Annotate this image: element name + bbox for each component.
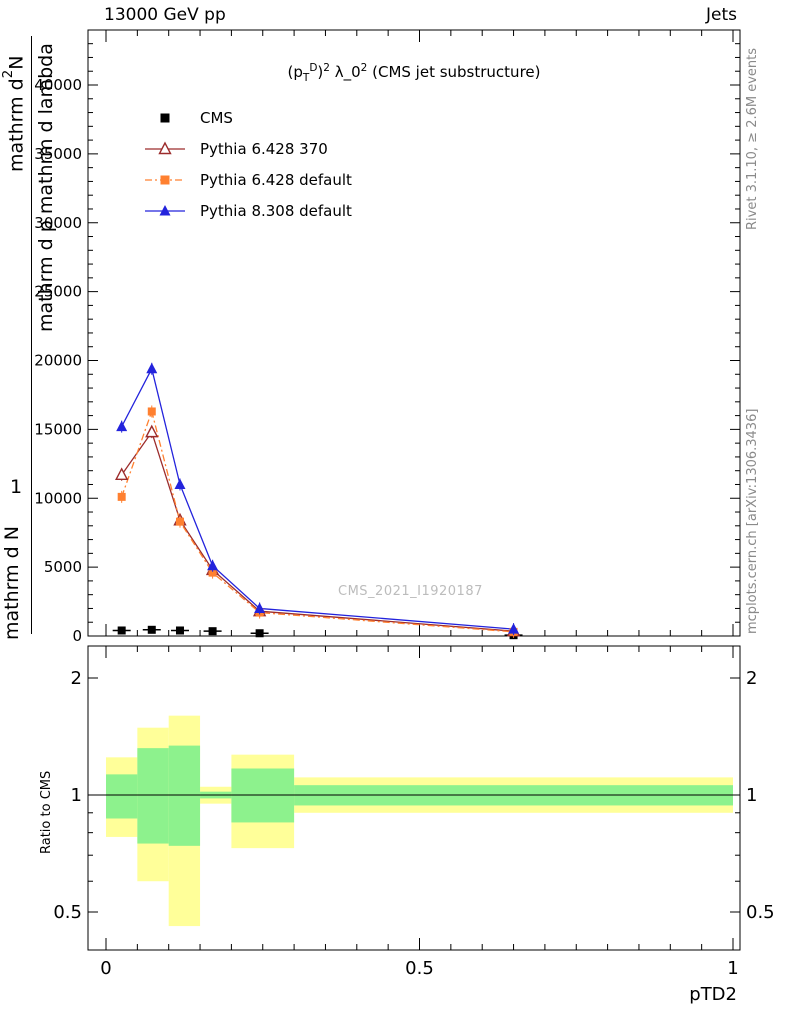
x-axis-label: pTD2 bbox=[689, 984, 737, 1005]
marker-square bbox=[175, 517, 184, 526]
tick-label: 0.5 bbox=[746, 902, 775, 923]
tick-label: 10000 bbox=[34, 489, 82, 507]
tick-label: 1 bbox=[746, 785, 757, 806]
tick-label: 0 bbox=[100, 958, 111, 979]
legend-label: CMS bbox=[200, 108, 233, 127]
series-line bbox=[121, 430, 514, 632]
marker-square bbox=[175, 626, 184, 635]
y-axis-label-fraction-bar bbox=[31, 36, 32, 634]
tick-label: 40000 bbox=[34, 76, 82, 94]
marker-square bbox=[147, 625, 156, 634]
tick-label: 25000 bbox=[34, 283, 82, 301]
y-axis-label-denominator: mathrm d p mathrm d lambda bbox=[35, 43, 57, 332]
legend-item: Pythia 6.428 370 bbox=[142, 133, 352, 164]
legend-item: Pythia 6.428 default bbox=[142, 164, 352, 195]
tick-label: 20000 bbox=[34, 352, 82, 370]
marker-square bbox=[208, 568, 217, 577]
marker-square bbox=[117, 626, 126, 635]
tick-label: 15000 bbox=[34, 420, 82, 438]
marker-triangle-open bbox=[115, 467, 129, 481]
y-axis-label-one: 1 bbox=[10, 476, 23, 498]
main-plot-frame bbox=[87, 29, 741, 637]
tick-label: 0.5 bbox=[53, 902, 82, 923]
marker-triangle bbox=[116, 420, 128, 432]
legend-label: Pythia 6.428 370 bbox=[200, 139, 328, 158]
marker-triangle bbox=[174, 478, 186, 489]
tick-label: 35000 bbox=[34, 145, 82, 163]
legend-label: Pythia 6.428 default bbox=[200, 170, 352, 189]
ratio-band-inner bbox=[137, 748, 169, 844]
legend-marker-triangle-open bbox=[145, 140, 185, 154]
legend-marker-triangle bbox=[145, 204, 185, 215]
marker-triangle bbox=[207, 559, 219, 571]
rivet-version-note: Rivet 3.1.10, ≥ 2.6M events bbox=[745, 47, 760, 230]
tick-label: 0 bbox=[72, 627, 82, 645]
axis-tick-labels: 0 5000 10000 15000 20000 25000 30000 35000 40000… bbox=[34, 76, 774, 979]
ratio-band-inner bbox=[168, 745, 201, 846]
header-beam-energy: 13000 GeV pp bbox=[104, 5, 226, 25]
plot-title: (pTD)2 λ_02 (CMS jet substructure) bbox=[287, 62, 541, 84]
legend-item: Pythia 8.308 default bbox=[142, 195, 352, 226]
series-group bbox=[112, 362, 523, 640]
y-axis-label-dn: mathrm d N bbox=[1, 526, 23, 640]
series-line bbox=[121, 366, 514, 630]
ratio-bands bbox=[106, 715, 733, 927]
analysis-id-watermark: CMS_2021_I1920187 bbox=[338, 584, 483, 599]
tick-label: 0.5 bbox=[405, 958, 434, 979]
legend-marker-square bbox=[145, 175, 185, 184]
legend-item: CMS bbox=[142, 102, 352, 133]
marker-triangle bbox=[254, 602, 266, 613]
marker-triangle bbox=[159, 204, 171, 215]
marker-square bbox=[117, 492, 126, 501]
marker-triangle bbox=[146, 362, 158, 374]
marker-triangle-open bbox=[145, 424, 159, 438]
legend-marker-square bbox=[160, 113, 170, 122]
marker-triangle bbox=[508, 623, 520, 634]
marker-square bbox=[147, 407, 156, 416]
marker-square bbox=[208, 627, 217, 636]
ratio-plot-frame bbox=[87, 645, 741, 951]
series-line bbox=[121, 409, 514, 633]
tick-label: 2 bbox=[746, 668, 757, 689]
tick-label: 30000 bbox=[34, 214, 82, 232]
header-analysis-group: Jets bbox=[706, 5, 737, 25]
ratio-band-inner bbox=[106, 774, 138, 819]
marker-square bbox=[255, 629, 264, 638]
ratio-y-axis-label: Ratio to CMS bbox=[39, 770, 54, 854]
legend-label: Pythia 8.308 default bbox=[200, 201, 352, 220]
marker-square bbox=[160, 113, 170, 122]
marker-triangle-open bbox=[158, 140, 172, 154]
tick-label: 5000 bbox=[44, 558, 82, 576]
legend: CMS Pythia 6.428 370 Pythia 6.428 default P… bbox=[142, 102, 352, 226]
tick-label: 1 bbox=[727, 958, 738, 979]
tick-label: 1 bbox=[71, 785, 82, 806]
tick-label: 2 bbox=[71, 668, 82, 689]
marker-square bbox=[160, 175, 170, 184]
mcplots-arxiv-note: mcplots.cern.ch [arXiv:1306.3436] bbox=[745, 408, 760, 634]
y-axis-label-numerator: mathrm d2N bbox=[1, 55, 28, 172]
